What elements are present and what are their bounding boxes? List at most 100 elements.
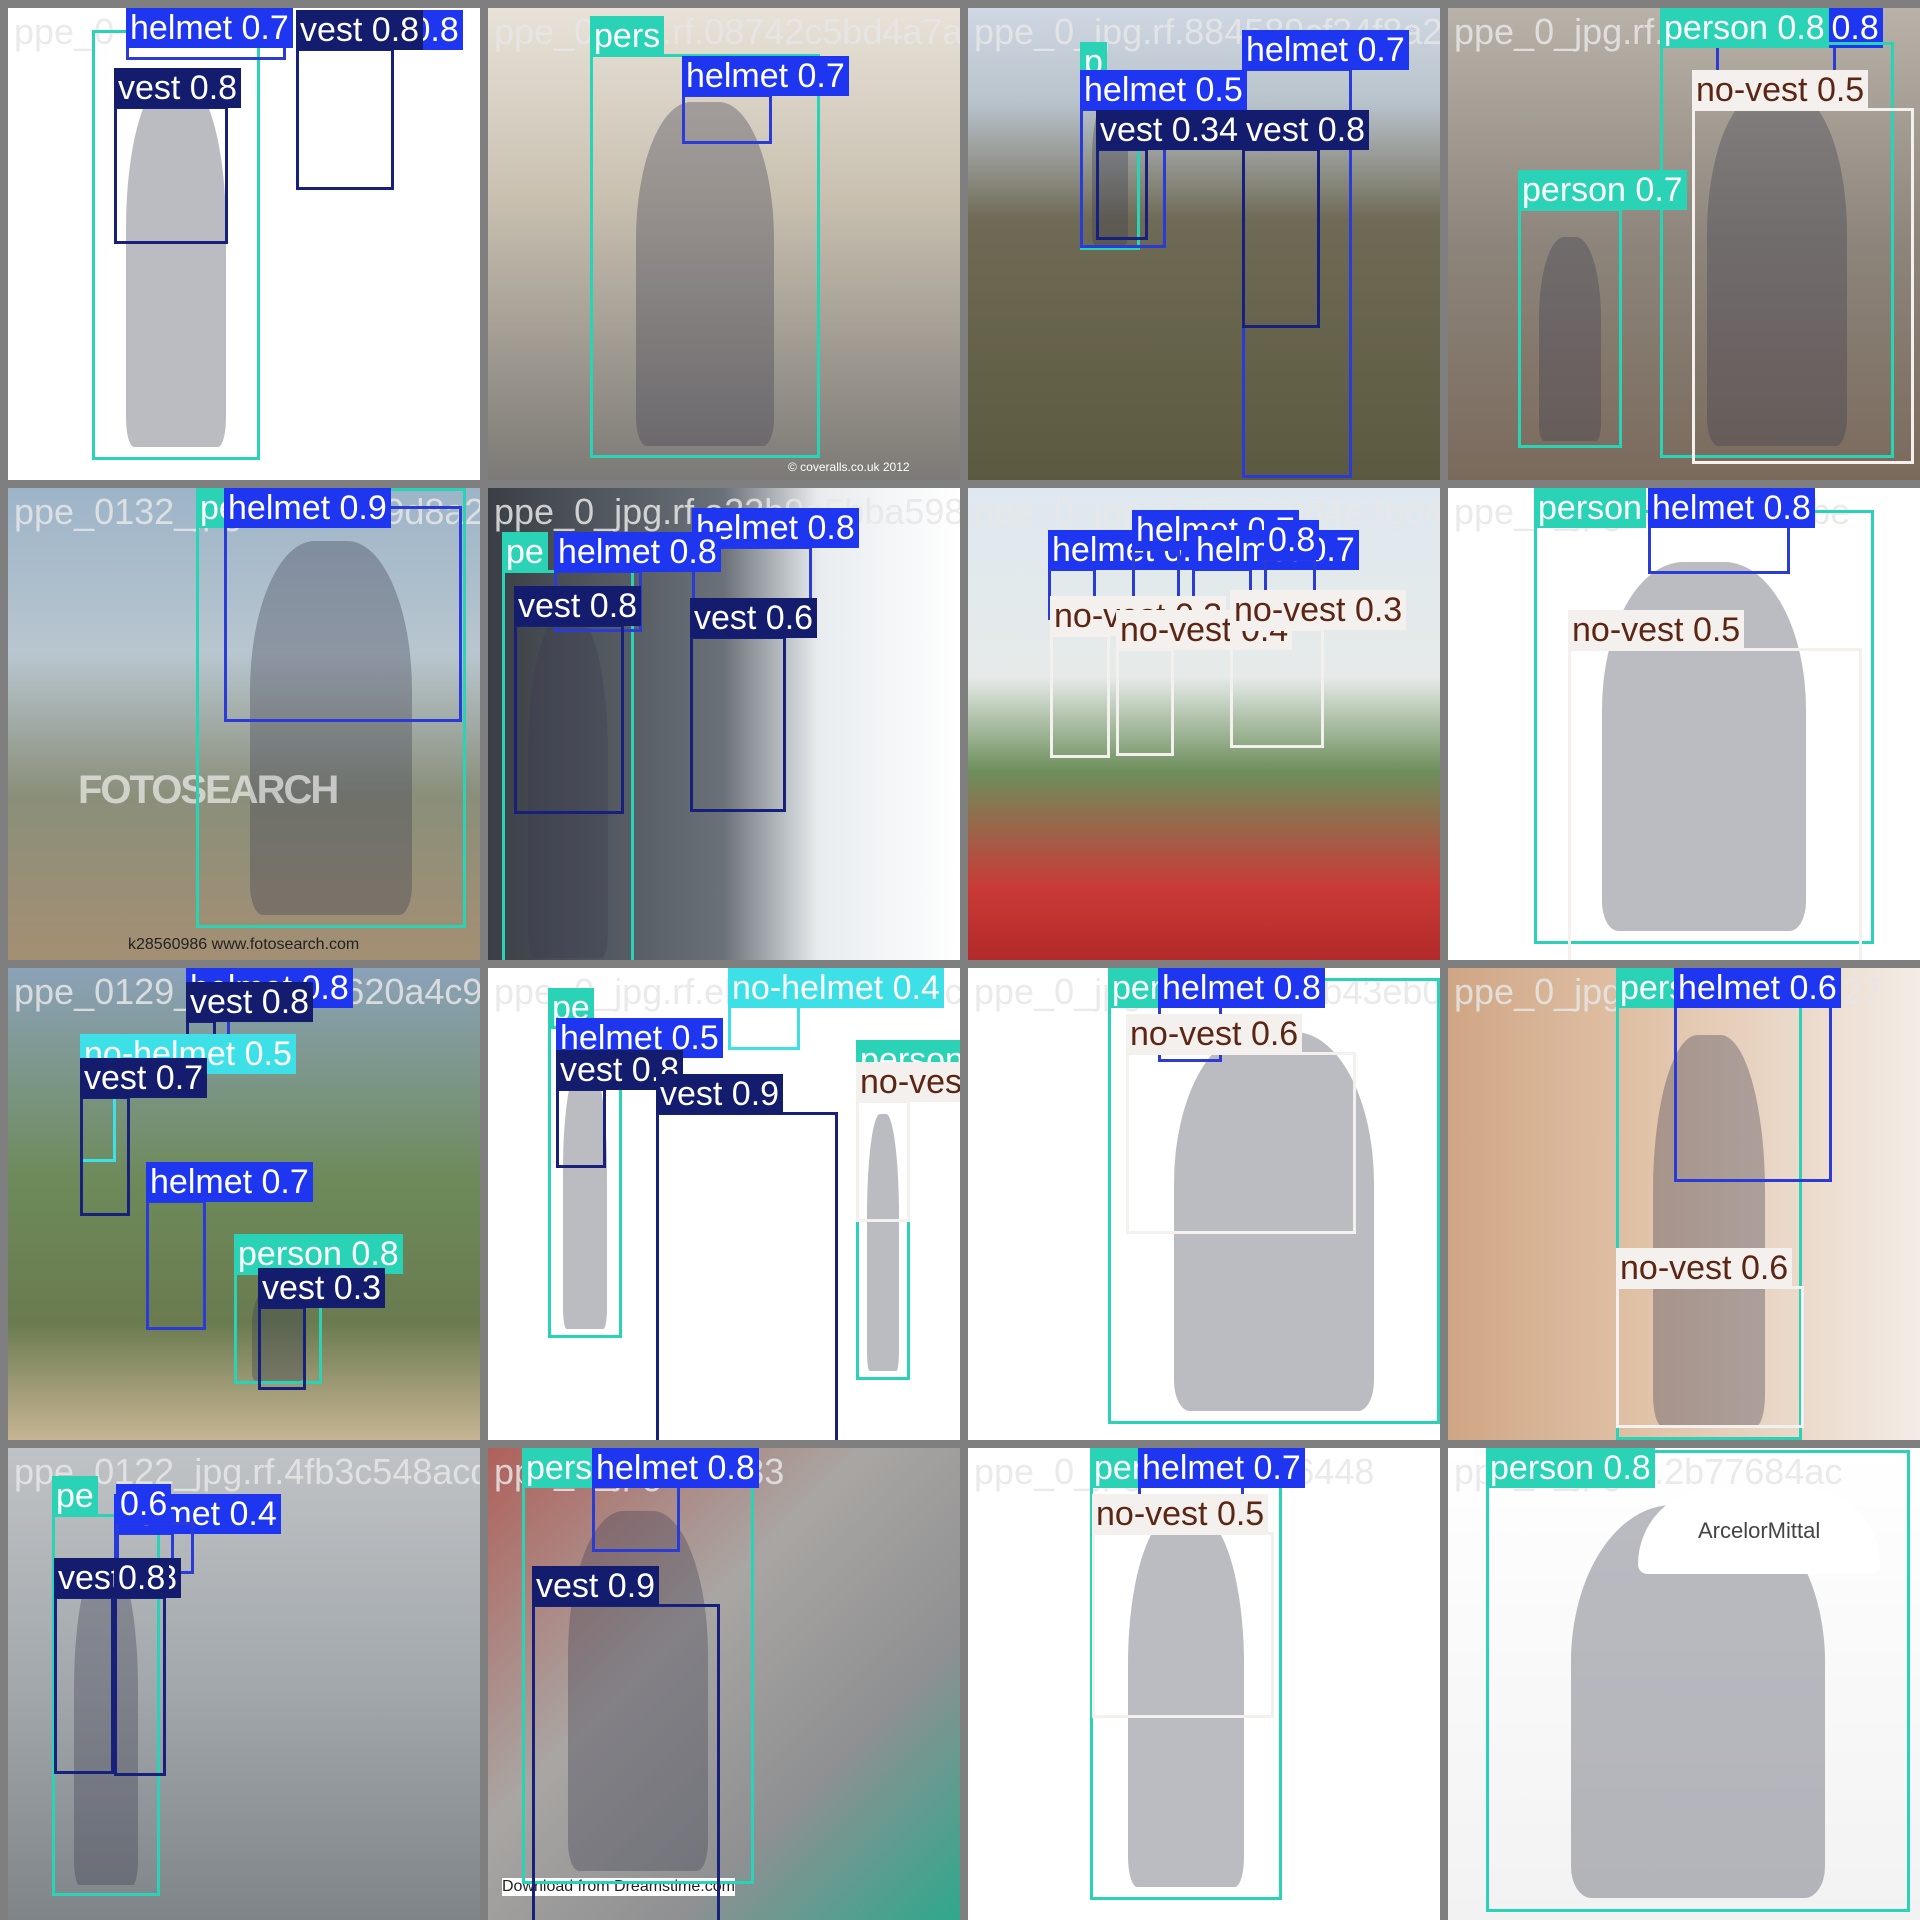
scene-photo <box>8 488 480 960</box>
person-label: person 0.8 <box>1486 1448 1655 1488</box>
person-label: per <box>1108 968 1166 1008</box>
vest-bounding-box <box>1242 148 1320 328</box>
no-vest-label: no-vest 0.6 <box>1126 1014 1303 1054</box>
no-vest-bounding-box <box>1616 1286 1804 1428</box>
image-tile: ppe_0_jpg.rf.8c882a9b43eb02eperhelmet 0.… <box>968 968 1440 1440</box>
person-figure <box>562 1063 608 1329</box>
no-vest-label: no-vest 0.5 <box>1092 1494 1269 1534</box>
person-bounding-box <box>1486 1450 1910 1912</box>
helmet-bounding-box <box>224 506 462 722</box>
no-vest-bounding-box <box>1116 648 1174 756</box>
vest-label: vest 0.9 <box>656 1074 784 1114</box>
helmet-bounding-box <box>592 1482 680 1552</box>
person-label: person 0.7 <box>1518 170 1687 210</box>
image-caption: k28560986 www.fotosearch.com <box>128 936 360 953</box>
vest-bounding-box <box>556 1088 606 1168</box>
vest-bounding-box <box>690 636 786 812</box>
no-vest-bounding-box <box>856 1100 910 1222</box>
no-vest-label: no-vest 0.3 <box>1230 590 1407 630</box>
helmet-label: helmet 0.8 <box>1158 968 1325 1008</box>
person-figure <box>125 81 227 448</box>
no-vest-label: no-vest 0.6 <box>1616 1248 1793 1288</box>
no-vest-bounding-box <box>1230 628 1324 748</box>
vest-bounding-box <box>54 1596 114 1774</box>
helmet-bounding-box <box>682 94 772 144</box>
helmet-label: helmet 0.5 <box>1080 70 1247 110</box>
image-tile: ppe_0_jpg.rf.9e0787da68helmet 0.8person … <box>1448 8 1920 480</box>
vest-bounding-box <box>114 106 228 244</box>
helmet-logo-text: ArcelorMittal <box>1638 1488 1881 1574</box>
image-tile: ppe_0_jpg.rf.e1c08972727pershelmet 0.6no… <box>1448 968 1920 1440</box>
person-label: per <box>1090 1448 1148 1488</box>
vest-label: vest 0.8 <box>514 586 642 626</box>
vest-label: vest 0.3 <box>258 1268 386 1308</box>
vest-label: vest 0.7 <box>80 1058 208 1098</box>
image-tile: ppe_0_jpg.rf.884589cf34f8a2ad95fe0a07phe… <box>968 8 1440 480</box>
image-tile: ppe_0_jpg.rf.86712f6448perhelmet 0.7no-v… <box>968 1448 1440 1920</box>
helmet-label: helmet 0.8 <box>554 532 721 572</box>
helmet-label: helmet 0.7 <box>682 56 849 96</box>
scene-photo <box>488 1448 960 1920</box>
vest-label: vest 0.8 <box>114 68 242 108</box>
image-tile: ppe_0_jpg.rf.d0e7a9d4e3b64b6529d27helmet… <box>968 488 1440 960</box>
vest-label: vest 0.34 <box>1096 110 1242 150</box>
no-vest-label: no-vest 0.5 <box>1568 610 1745 650</box>
no-vest-bounding-box <box>1092 1532 1274 1718</box>
helmet-label: helmet 0.9 <box>224 488 391 528</box>
helmet-bounding-box <box>1674 982 1832 1182</box>
helmet-label: helmet 0.8 <box>1648 488 1815 528</box>
person-bounding-box <box>590 54 820 458</box>
person-figure <box>73 1559 139 1885</box>
no-vest-bounding-box <box>1692 108 1914 464</box>
person-figure <box>1174 1031 1374 1411</box>
no-helmet-label: no-helmet 0.4 <box>728 968 944 1008</box>
vest-label: vest 0.8 <box>186 982 314 1022</box>
person-bounding-box <box>52 1514 160 1896</box>
vest-label: 0.8 <box>114 1558 170 1598</box>
vest-bounding-box <box>532 1604 720 1920</box>
helmet-label: helmet 0.7 <box>126 8 293 48</box>
image-tile: ppe_0_jpg.rf.a23b9e5bba5985aa26e52pehelm… <box>488 488 960 960</box>
no-vest-bounding-box <box>1050 634 1110 758</box>
image-tile: ppe_0_jpg.rf.eb2689e0a1b1c8 pe no-helmet 0… <box>488 968 960 1440</box>
person-label: pe <box>502 532 548 572</box>
vest-bounding-box <box>80 1096 130 1216</box>
image-tile: Download from Dreamstime.comppe_0_jpg.rf… <box>488 1448 960 1920</box>
person-figure <box>1128 1514 1244 1887</box>
vest-bounding-box <box>258 1306 306 1390</box>
person-label: person <box>1534 488 1646 528</box>
image-tile: ArcelorMittalppe_0_jpg.rf.2b77684acperso… <box>1448 1448 1920 1920</box>
image-tile: ppe_0129_jpg.rf.d1e620a4c9helmet 0.8vest… <box>8 968 480 1440</box>
person-label: person 0.8 <box>234 1234 403 1274</box>
helmet-label: 0.8 <box>1264 520 1320 560</box>
scene-photo <box>1448 968 1920 1440</box>
image-caption: © coveralls.co.uk 2012 <box>788 460 910 474</box>
person-label: pers <box>590 16 665 56</box>
helmet-bounding-box <box>146 1200 206 1330</box>
image-tile: ppe_0122_jpg.rf.4fb3c548acd pe helmet 0.4 0… <box>8 1448 480 1920</box>
person-figure <box>1538 236 1602 441</box>
no-vest-bounding-box <box>1568 648 1862 960</box>
person-label: pers <box>522 1448 597 1488</box>
helmet-label: helmet 0.7 <box>146 1162 313 1202</box>
vest-label: vest 0.8 <box>1242 110 1370 150</box>
vest-label: vest 0.8 <box>296 10 424 50</box>
person-figure <box>1706 91 1848 446</box>
vest-label: vest 0.6 <box>690 598 818 638</box>
helmet-label: helmet 0.6 <box>1674 968 1841 1008</box>
vest-bounding-box <box>656 1112 838 1440</box>
vest-bounding-box <box>114 1596 166 1776</box>
helmet-label: helmet 0.8 <box>592 1448 759 1488</box>
no-vest-label: no-vest 0.5 <box>1692 70 1869 110</box>
person-label: pe <box>52 1476 98 1516</box>
person-bounding-box <box>1518 208 1622 448</box>
scene-photo <box>8 8 480 480</box>
vest-bounding-box <box>514 624 624 814</box>
person-figure <box>528 618 608 958</box>
scene-photo <box>1448 488 1920 960</box>
person-figure <box>866 1114 900 1371</box>
person-figure <box>1653 1035 1765 1427</box>
